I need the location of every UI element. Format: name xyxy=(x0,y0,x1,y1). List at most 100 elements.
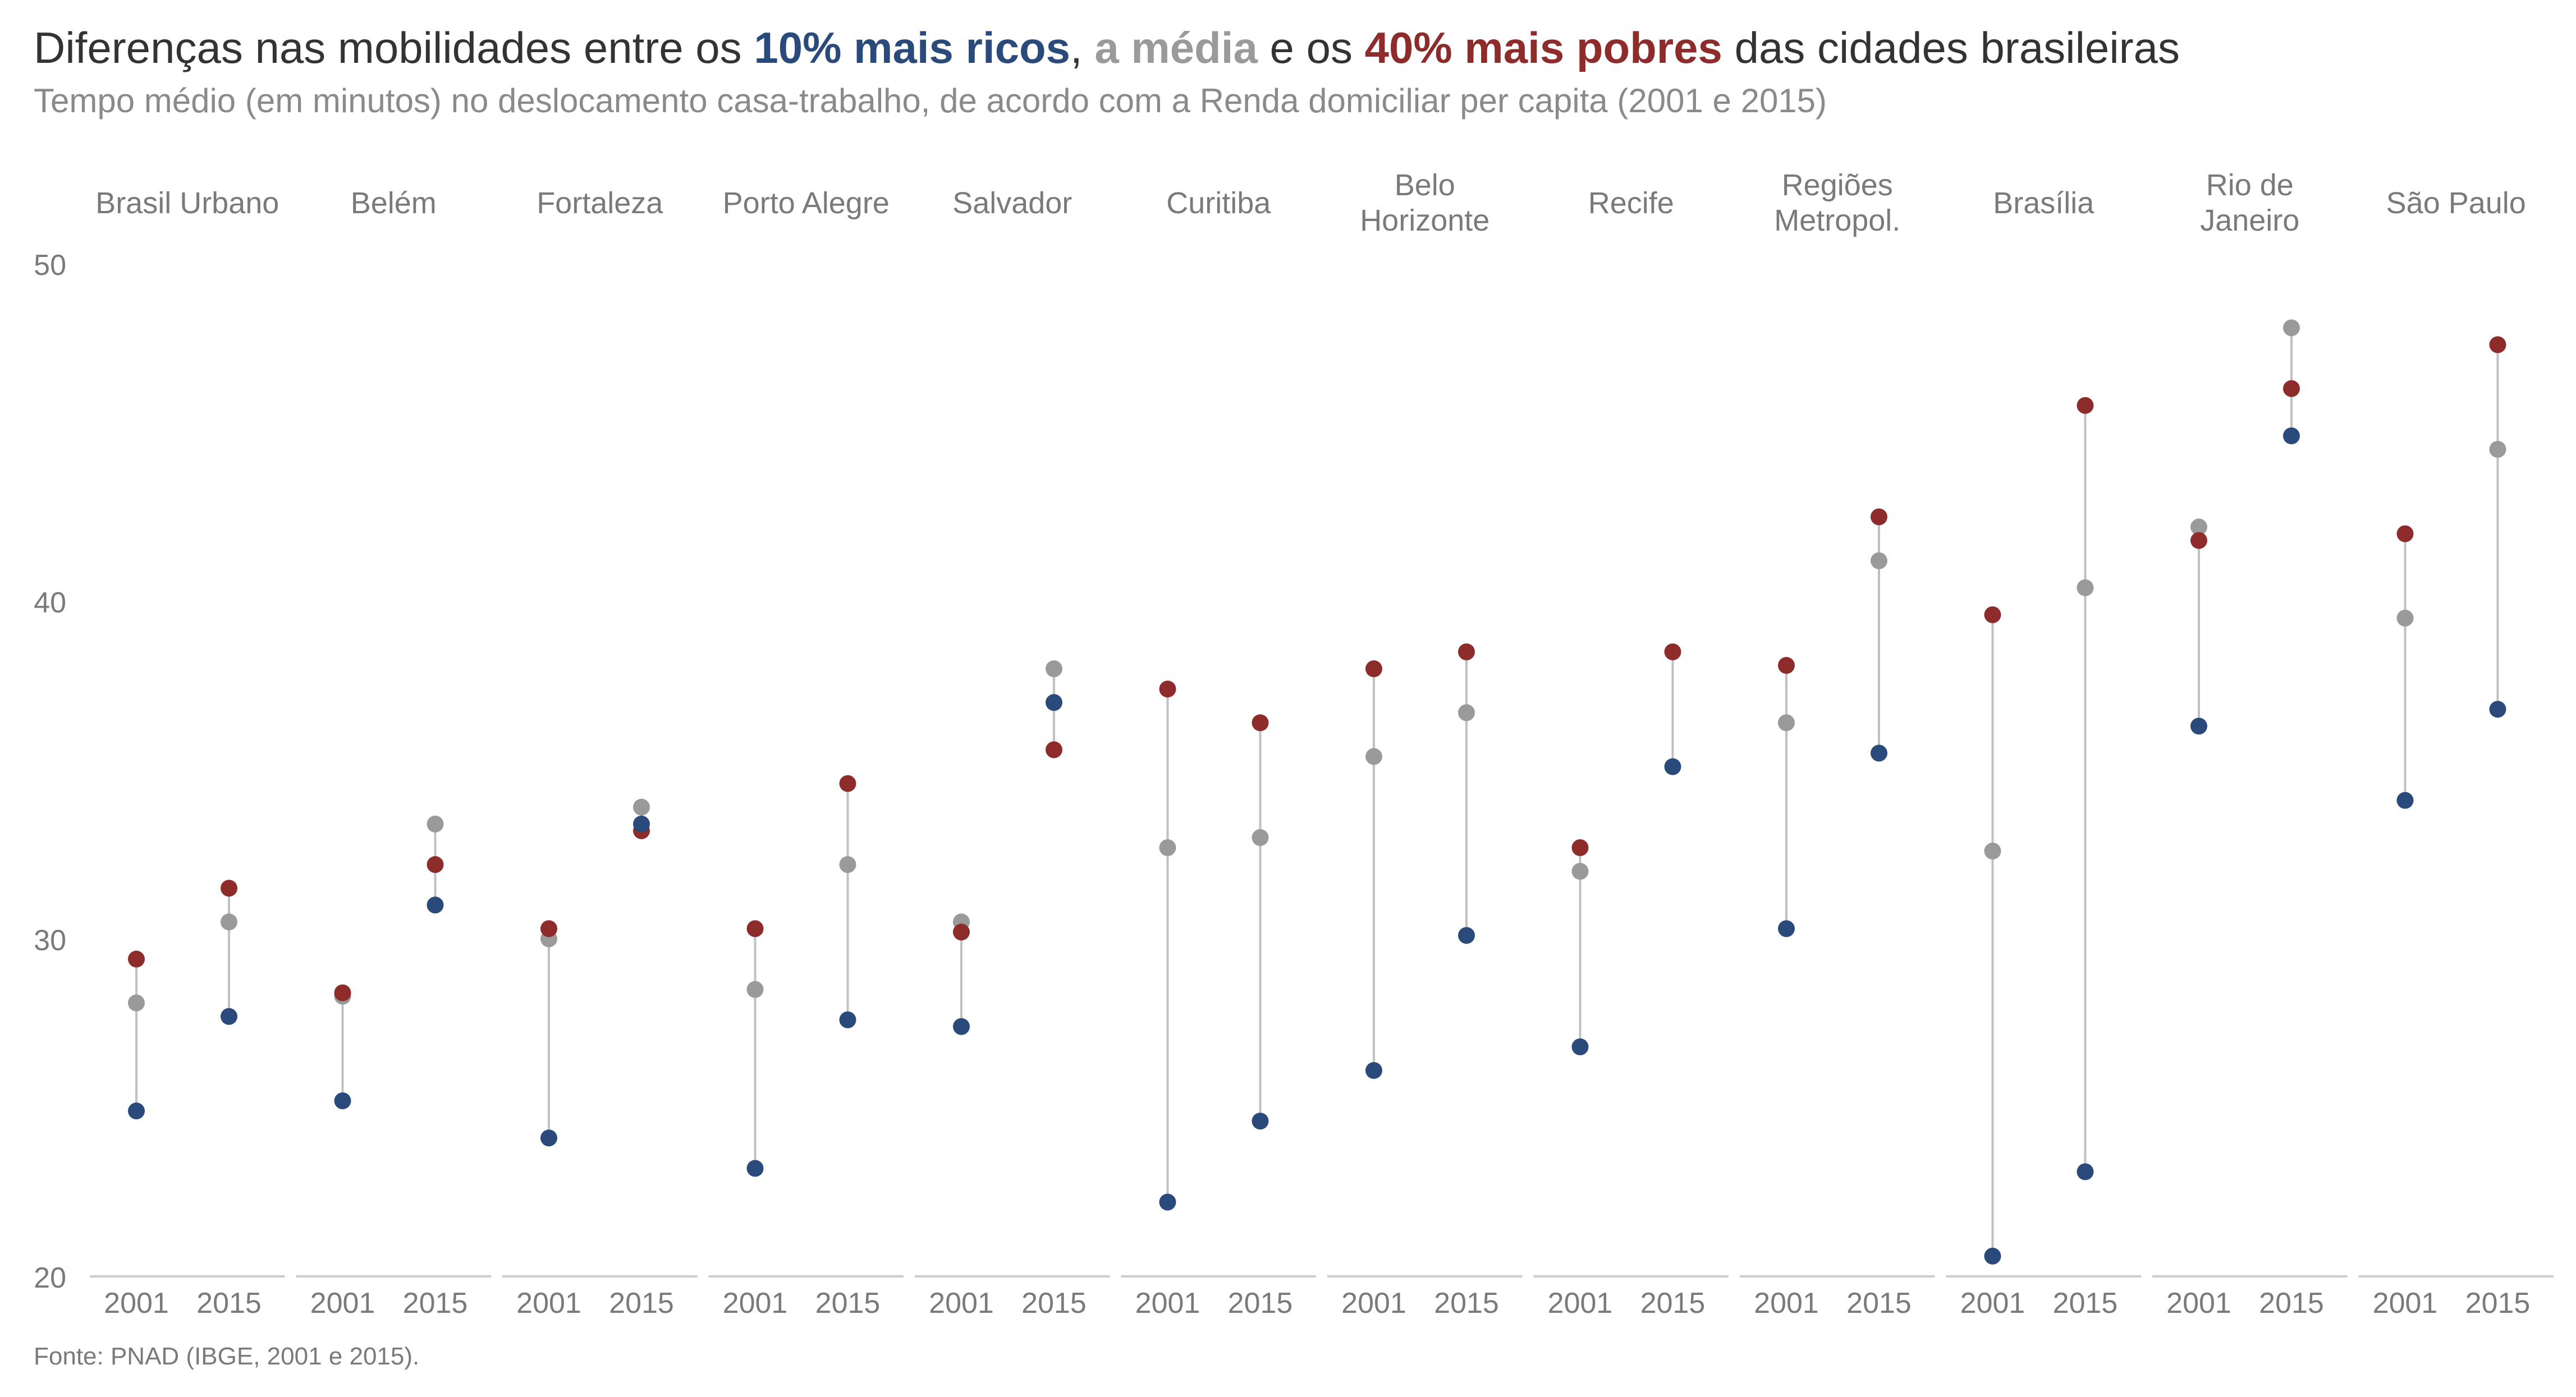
x-tick-label: 2015 xyxy=(609,1287,674,1320)
panel-label-line: Curitiba xyxy=(1166,186,1271,220)
point-mean-2001 xyxy=(2190,518,2207,536)
point-poor-2015 xyxy=(2283,380,2300,397)
point-mean-2015 xyxy=(221,913,237,931)
x-tick-label: 2015 xyxy=(1846,1287,1912,1320)
panel-label: Brasil Urbano xyxy=(95,186,279,220)
x-tick-label: 2001 xyxy=(516,1287,581,1320)
point-rich-2015 xyxy=(1252,1113,1269,1130)
x-tick-label: 2001 xyxy=(1754,1287,1819,1320)
point-poor-2015 xyxy=(1871,508,1887,526)
title-part-plain: e os xyxy=(1258,23,1365,72)
point-poor-2015 xyxy=(427,856,444,873)
panel-label-line: Recife xyxy=(1588,186,1674,220)
point-mean-2015 xyxy=(2489,440,2506,458)
point-rich-2015 xyxy=(839,1011,856,1028)
point-poor-2001 xyxy=(334,984,351,1001)
panel-label-line: Regiões xyxy=(1782,168,1893,202)
point-rich-2015 xyxy=(1664,758,1681,775)
y-tick-label: 40 xyxy=(34,587,66,619)
point-mean-2001 xyxy=(128,994,145,1012)
x-tick-label: 2015 xyxy=(2465,1287,2531,1320)
panel-label-line: Porto Alegre xyxy=(723,186,890,220)
point-rich-2001 xyxy=(746,1160,764,1177)
point-poor-2015 xyxy=(221,880,237,897)
panel-label: Brasília xyxy=(1993,186,2094,220)
panel: Fortaleza 2001 2015 xyxy=(502,186,698,1320)
title-part-plain: , xyxy=(1070,23,1094,72)
panel: Salvador 2001 2015 xyxy=(915,186,1110,1320)
x-tick-label: 2015 xyxy=(1021,1287,1087,1320)
panel-label-line: Brasília xyxy=(1993,186,2094,220)
point-mean-2015 xyxy=(1871,552,1887,569)
point-poor-2001 xyxy=(540,920,557,938)
point-mean-2001 xyxy=(1571,863,1589,880)
panel-label-line: Salvador xyxy=(952,186,1072,220)
point-rich-2015 xyxy=(2283,427,2300,444)
point-rich-2001 xyxy=(1984,1247,2001,1265)
point-rich-2015 xyxy=(633,815,650,833)
point-poor-2015 xyxy=(1664,643,1681,660)
panel: Porto Alegre 2001 2015 xyxy=(708,186,904,1320)
panel: São Paulo 2001 2015 xyxy=(2358,186,2554,1320)
point-poor-2015 xyxy=(1458,643,1475,660)
point-poor-2001 xyxy=(1571,839,1589,856)
x-tick-label: 2001 xyxy=(1341,1287,1406,1320)
panel-label-line: Belo xyxy=(1395,168,1455,202)
point-poor-2001 xyxy=(2396,525,2414,543)
point-mean-2015 xyxy=(1458,704,1475,722)
point-rich-2001 xyxy=(128,1102,145,1120)
x-tick-label: 2015 xyxy=(1228,1287,1293,1320)
panel-label: Regiões Metropol. xyxy=(1774,168,1900,237)
x-tick-label: 2015 xyxy=(2053,1287,2118,1320)
panel-label: Belo Horizonte xyxy=(1360,168,1489,237)
panel-label: Rio de Janeiro xyxy=(2200,168,2299,237)
x-tick-label: 2001 xyxy=(1548,1287,1613,1320)
panel: Belo Horizonte 2001 2015 xyxy=(1327,168,1523,1320)
panel-label-line: Metropol. xyxy=(1774,204,1900,237)
panel-label-line: Janeiro xyxy=(2200,204,2299,237)
point-rich-2015 xyxy=(427,897,444,914)
x-tick-label: 2001 xyxy=(929,1287,994,1320)
source-note: Fonte: PNAD (IBGE, 2001 e 2015). xyxy=(34,1343,419,1370)
point-poor-2001 xyxy=(2190,532,2207,549)
point-poor-2001 xyxy=(1159,681,1176,698)
point-poor-2015 xyxy=(2077,397,2094,414)
x-tick-label: 2001 xyxy=(1135,1287,1200,1320)
point-mean-2015 xyxy=(633,798,650,816)
point-mean-2001 xyxy=(1984,842,2001,860)
point-rich-2001 xyxy=(1159,1193,1176,1211)
x-tick-label: 2001 xyxy=(104,1287,169,1320)
point-rich-2015 xyxy=(1046,694,1062,711)
point-rich-2001 xyxy=(540,1129,557,1147)
point-rich-2015 xyxy=(2489,701,2506,718)
panel: Brasil Urbano 2001 2015 xyxy=(90,186,285,1320)
point-poor-2001 xyxy=(746,920,764,938)
point-mean-2001 xyxy=(2396,609,2414,627)
y-tick-label: 50 xyxy=(34,249,66,282)
point-mean-2001 xyxy=(746,981,764,998)
point-rich-2015 xyxy=(2077,1163,2094,1180)
title-part-plain: das cidades brasileiras xyxy=(1722,23,2180,72)
point-mean-2001 xyxy=(1159,839,1176,856)
point-mean-2015 xyxy=(427,815,444,833)
title-part-rich: 10% mais ricos xyxy=(754,23,1070,72)
panel-label-line: Belém xyxy=(351,186,437,220)
point-poor-2001 xyxy=(128,950,145,968)
point-rich-2001 xyxy=(953,1018,970,1035)
point-rich-2015 xyxy=(221,1008,237,1025)
x-tick-label: 2001 xyxy=(723,1287,788,1320)
panel-label: Fortaleza xyxy=(537,186,663,220)
title-part-mean: a média xyxy=(1094,23,1258,72)
x-tick-label: 2001 xyxy=(1960,1287,2025,1320)
point-rich-2001 xyxy=(1571,1038,1589,1055)
point-poor-2001 xyxy=(1778,656,1795,674)
point-mean-2015 xyxy=(2283,319,2300,337)
point-rich-2001 xyxy=(1365,1061,1382,1079)
point-rich-2001 xyxy=(2396,792,2414,809)
panel: Curitiba 2001 2015 xyxy=(1121,186,1316,1320)
y-tick-label: 30 xyxy=(34,924,66,957)
point-mean-2015 xyxy=(1046,660,1062,677)
panel-label: Salvador xyxy=(952,186,1072,220)
point-rich-2001 xyxy=(2190,718,2207,735)
